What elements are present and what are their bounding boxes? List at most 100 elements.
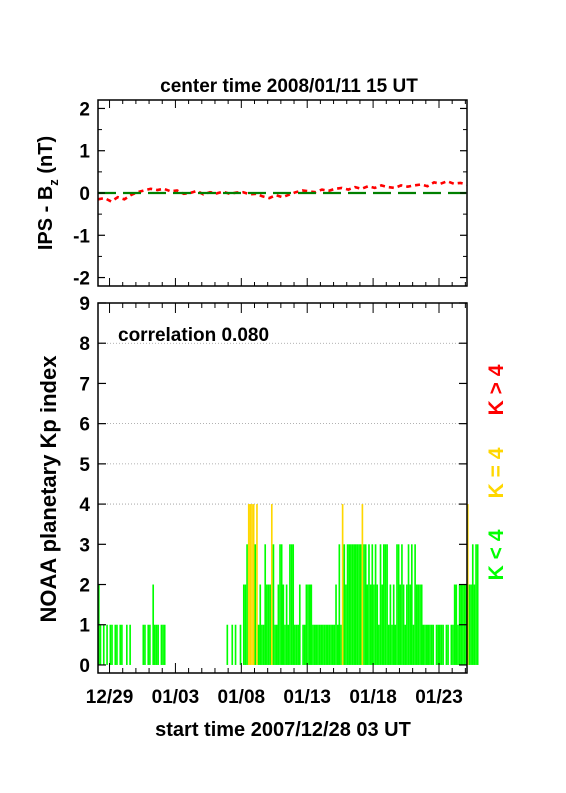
kp-bar xyxy=(297,624,299,665)
kp-bar xyxy=(468,584,471,665)
kp-bar xyxy=(453,584,456,665)
kp-bar xyxy=(160,624,163,665)
kp-bar xyxy=(471,544,474,665)
kp-bar xyxy=(437,624,439,665)
kp-bar xyxy=(244,584,247,665)
kp-ytick-label: 4 xyxy=(79,495,90,516)
kp-bar xyxy=(359,544,362,665)
bz-xticks xyxy=(109,100,466,286)
kp-ytick-label: 0 xyxy=(79,656,90,677)
kp-bar xyxy=(269,584,271,665)
kp-bar xyxy=(142,624,145,665)
kp-bar xyxy=(391,624,393,665)
kp-bar xyxy=(447,624,449,665)
kp-ytick-label: 6 xyxy=(79,415,90,436)
kp-bar xyxy=(414,544,416,665)
kp-bar xyxy=(340,624,342,665)
bz-ylabel-sub: z xyxy=(46,179,61,186)
kp-bar xyxy=(397,544,400,665)
kp-bar xyxy=(155,624,158,665)
correlation-annotation: correlation 0.080 xyxy=(118,325,269,346)
kp-ytick-label: 9 xyxy=(79,294,90,315)
kp-bar xyxy=(303,624,306,665)
kp-bar xyxy=(226,624,229,665)
kp-gridlines xyxy=(98,342,467,505)
kp-xtick-label: 01/23 xyxy=(415,687,463,708)
kp-bar xyxy=(364,544,367,665)
bz-ylabel-unit: (nT) xyxy=(35,136,57,179)
kp-bar xyxy=(331,624,334,665)
kp-bar xyxy=(345,584,347,665)
kp-bar xyxy=(336,624,339,665)
kp-bar xyxy=(152,584,155,665)
kp-bar xyxy=(429,624,431,665)
kp-bar xyxy=(287,624,290,665)
kp-bar xyxy=(106,624,108,665)
kp-bar xyxy=(310,584,313,665)
kp-bar xyxy=(157,624,159,665)
bz-yticks: 2 1 0 -1 -2 xyxy=(73,99,467,290)
kp-yticks: 9 8 7 6 5 4 3 2 1 0 xyxy=(79,294,467,677)
legend-item: K < 4 xyxy=(485,529,508,580)
kp-bar xyxy=(432,624,435,665)
bz-ylabel-main: IPS - B xyxy=(35,186,57,250)
kp-bar xyxy=(154,624,156,665)
kp-bar xyxy=(476,544,479,665)
kp-bar xyxy=(333,624,336,665)
kp-bar xyxy=(308,584,311,665)
kp-bar xyxy=(412,624,415,665)
kp-bar xyxy=(442,624,444,665)
kp-bar xyxy=(404,624,407,665)
kp-ytick-label: 3 xyxy=(79,535,90,556)
kp-bar xyxy=(366,584,369,665)
kp-bar xyxy=(262,624,265,665)
kp-bar xyxy=(335,584,337,665)
kp-bar xyxy=(394,624,397,665)
kp-bar xyxy=(279,544,281,665)
kp-bar xyxy=(389,584,392,665)
kp-bar xyxy=(470,584,472,665)
kp-bar xyxy=(320,624,323,665)
kp-bar xyxy=(415,584,418,665)
kp-bar xyxy=(379,544,382,665)
kp-bar xyxy=(382,544,385,665)
kp-xticks: 12/29 01/03 01/08 01/13 01/18 01/23 xyxy=(86,303,466,708)
kp-bar xyxy=(452,624,454,665)
kp-bar xyxy=(417,584,420,665)
kp-bar xyxy=(353,544,355,665)
kp-bar xyxy=(392,584,395,665)
kp-bar xyxy=(275,624,278,665)
kp-bar xyxy=(254,544,257,665)
bz-panel: center time 2008/01/11 15 UT 2 1 0 -1 -2 IPS… xyxy=(35,76,468,290)
kp-bar xyxy=(473,584,476,665)
kp-bar xyxy=(350,544,352,665)
kp-ytick-label: 8 xyxy=(79,334,90,355)
kp-bar xyxy=(435,624,438,665)
kp-ytick-label: 7 xyxy=(79,374,90,395)
kp-panel: 9 8 7 6 5 4 3 2 1 0 12/29 01/03 01/08 01/13 01/18 01/2… xyxy=(36,294,508,741)
kp-bar xyxy=(126,624,128,665)
kp-bar xyxy=(346,544,349,665)
kp-bar xyxy=(396,544,398,665)
kp-bar xyxy=(111,624,113,665)
kp-bar xyxy=(358,544,360,665)
kp-bar xyxy=(234,624,237,665)
kp-bar xyxy=(252,504,255,665)
kp-bar xyxy=(330,624,332,665)
kp-bar xyxy=(386,544,388,665)
kp-ytick-label: 2 xyxy=(79,576,90,597)
kp-bar xyxy=(341,504,344,665)
kp-bar xyxy=(427,624,430,665)
kp-bar xyxy=(317,624,319,665)
kp-bar xyxy=(247,504,250,665)
kp-bar xyxy=(163,624,166,665)
kp-bar xyxy=(162,624,164,665)
kp-bar xyxy=(450,624,453,665)
kp-bar xyxy=(402,584,405,665)
kp-bar xyxy=(356,544,359,665)
kp-bar xyxy=(302,624,304,665)
kp-bar xyxy=(326,624,329,665)
kp-bar xyxy=(354,544,357,665)
kp-bar xyxy=(445,624,448,665)
